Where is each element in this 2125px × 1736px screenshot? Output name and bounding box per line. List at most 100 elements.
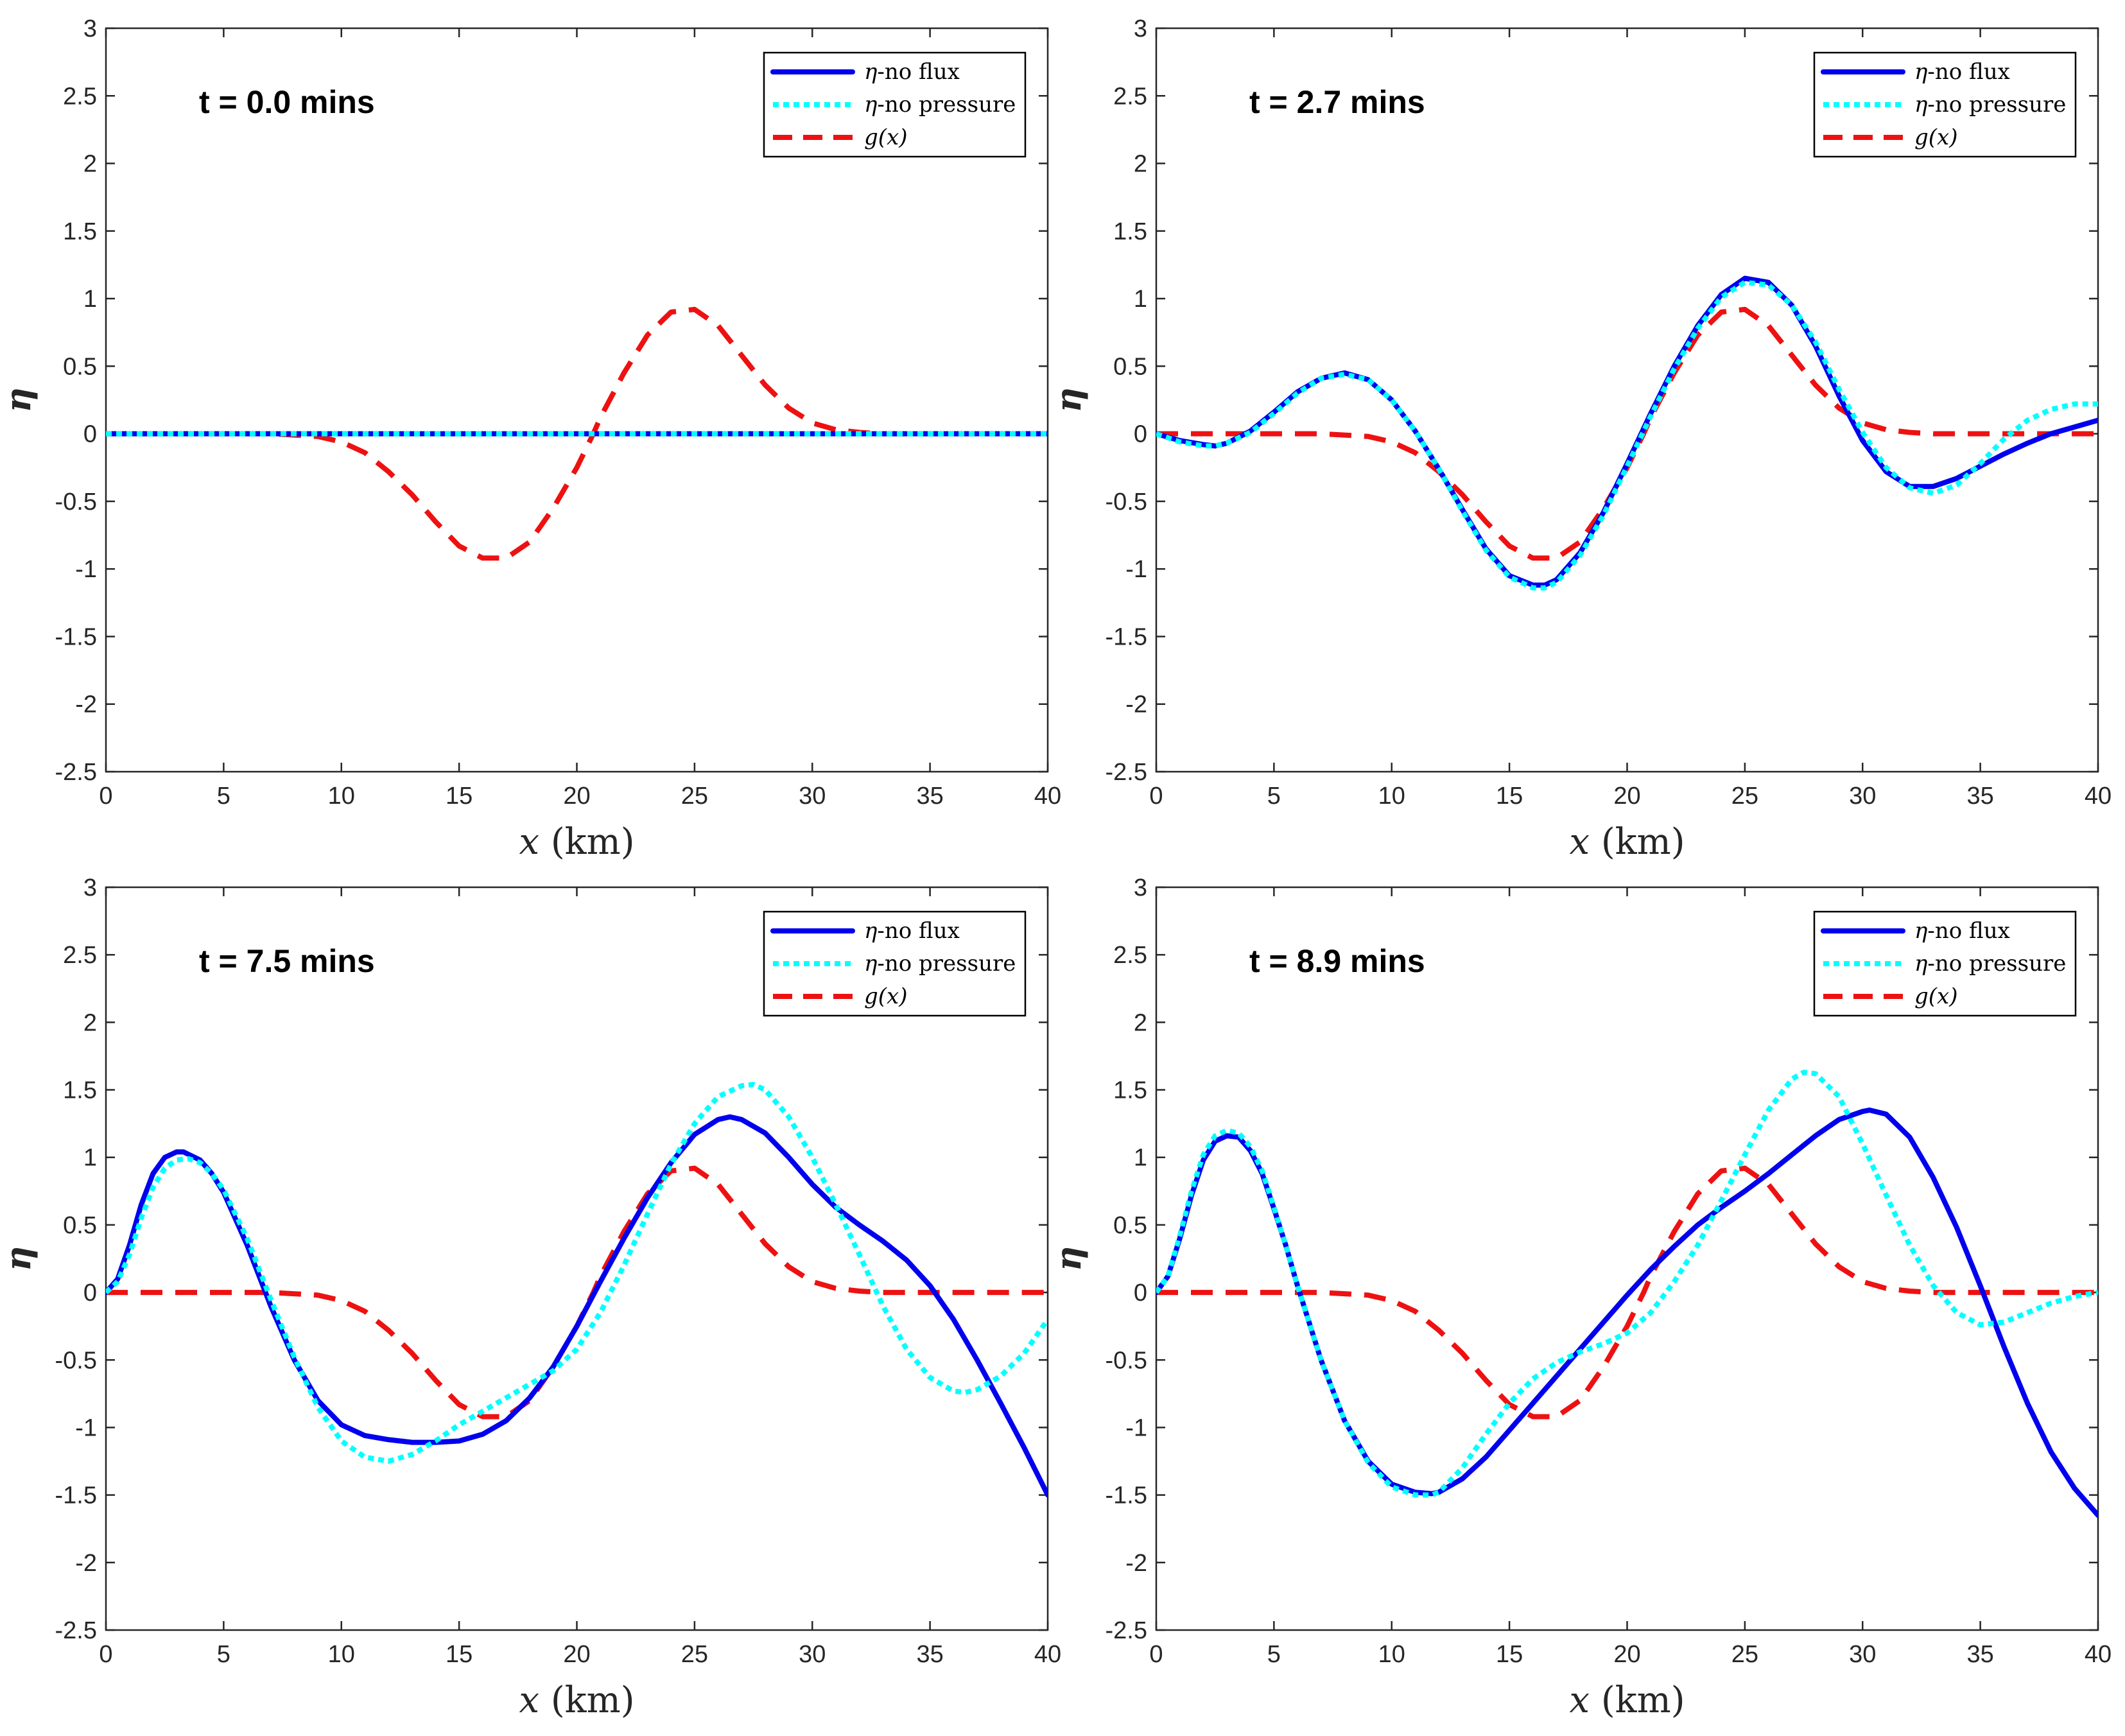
x-tick-label: 5 [217,1641,230,1668]
y-tick-label: 1.5 [63,1077,97,1104]
legend: η-no flux η-no pressure g(x) [1813,910,2077,1017]
x-tick-label: 35 [916,1641,943,1668]
y-tick-label: 0 [1134,421,1147,448]
y-tick-label: -2 [75,691,97,718]
x-tick-label: 5 [217,783,230,810]
x-tick-label: 20 [1613,783,1640,810]
y-tick-label: -2 [1125,691,1147,718]
series-line-no-flux [1156,1107,2098,1518]
x-tick-label: 20 [1613,1641,1640,1668]
x-tick-label: 35 [1966,783,1993,810]
y-tick-label: 1 [83,286,97,313]
x-tick-label: 40 [2085,783,2112,810]
y-tick-label: -1 [75,556,97,583]
x-tick-label: 40 [2085,1641,2112,1668]
x-tick-label: 25 [681,1641,708,1668]
y-tick-label: 0.5 [63,353,97,380]
chart-panel-4: 0 5 10 15 20 25 30 35 40 -2.5 -2 -1.5 -1 -0.5 0 0.5 1 1.5… [1048,874,2112,1721]
y-tick-label: 2 [1134,1009,1147,1036]
y-tick-label: 0 [83,1280,97,1306]
series-line-no-flux [1156,275,2098,588]
legend: η-no flux η-no pressure g(x) [763,910,1027,1017]
series-line-no-pressure [1156,279,2098,591]
x-tick-label: 15 [446,783,473,810]
legend-label: g(x) [1914,984,1957,1009]
x-tick-label: 0 [1149,1641,1163,1668]
y-tick-label: 2 [1134,151,1147,178]
series-layer [106,306,1048,561]
y-tick-label: -1.5 [1106,1482,1147,1509]
x-tick-label: 30 [1849,1641,1876,1668]
x-tick-label: 0 [99,1641,112,1668]
x-tick-label: 20 [563,1641,590,1668]
time-annotation: t = 0.0 mins [199,84,375,120]
chart-panel-1: 0 5 10 15 20 25 30 35 40 -2.5 -2 -1.5 -1 -0.5 0 0.5 1 1.5… [0,15,1061,863]
legend: η-no flux η-no pressure g(x) [763,51,1027,158]
y-tick-label: 2.5 [63,942,97,969]
y-tick-label: -0.5 [55,489,97,516]
y-tick-label: -2.5 [1106,1617,1147,1644]
time-annotation: t = 7.5 mins [199,943,375,979]
y-tick-label: 2.5 [1113,83,1147,110]
legend-label: η-no flux [1914,59,2010,85]
x-tick-label: 15 [446,1641,473,1668]
x-tick-label: 30 [799,783,826,810]
x-tick-label: 30 [1849,783,1876,810]
y-tick-label: -1.5 [55,623,97,650]
x-tick-label: 25 [681,783,708,810]
series-layer [1156,1070,2098,1518]
y-tick-label: 3 [83,874,97,901]
series-layer [106,1082,1048,1498]
legend-label: η-no pressure [1914,92,2066,117]
y-tick-label: 0.5 [1113,1212,1147,1239]
legend: η-no flux η-no pressure g(x) [1813,51,2077,158]
y-axis-label: η [0,387,39,412]
y-tick-label: 1.5 [1113,1077,1147,1104]
y-tick-label: -1 [1125,556,1147,583]
y-tick-label: 1.5 [63,218,97,245]
series-layer [1156,275,2098,591]
series-line-g-of-x [106,306,1048,561]
y-tick-label: 1 [83,1145,97,1172]
y-tick-label: -2 [1125,1550,1147,1577]
legend-label: η-no pressure [864,92,1016,117]
chart-panel-2: 0 5 10 15 20 25 30 35 40 -2.5 -2 -1.5 -1 -0.5 0 0.5 1 1.5… [1048,15,2112,863]
y-tick-label: -1.5 [55,1482,97,1509]
x-tick-label: 30 [799,1641,826,1668]
y-tick-label: -2.5 [1106,759,1147,786]
y-tick-label: 1 [1134,286,1147,313]
x-tick-label: 25 [1731,1641,1758,1668]
y-axis-label: η [0,1246,39,1271]
x-tick-label: 5 [1267,1641,1281,1668]
x-tick-label: 10 [328,783,355,810]
y-tick-label: 1 [1134,1145,1147,1172]
y-tick-label: 3 [83,15,97,42]
x-tick-label: 15 [1496,1641,1523,1668]
legend-label: η-no pressure [1914,951,2066,976]
x-tick-label: 25 [1731,783,1758,810]
legend-label: g(x) [1914,125,1957,150]
y-tick-label: -2.5 [55,1617,97,1644]
x-tick-label: 20 [563,783,590,810]
x-tick-label: 15 [1496,783,1523,810]
x-tick-label: 35 [1966,1641,1993,1668]
y-tick-label: 1.5 [1113,218,1147,245]
x-axis-label: x (km) [519,821,634,863]
y-tick-label: 0.5 [1113,353,1147,380]
y-tick-label: 0 [83,421,97,448]
y-axis-label: η [1048,387,1089,412]
y-tick-label: -1.5 [1106,623,1147,650]
y-tick-label: 2.5 [1113,942,1147,969]
legend-label: η-no flux [864,59,960,85]
y-tick-label: -0.5 [1106,489,1147,516]
x-tick-label: 10 [1378,783,1405,810]
y-tick-label: -1 [1125,1414,1147,1441]
y-tick-label: -2.5 [55,759,97,786]
series-line-no-flux [106,1114,1048,1498]
time-annotation: t = 8.9 mins [1249,943,1425,979]
y-tick-label: 3 [1134,874,1147,901]
x-axis-label: x (km) [1569,821,1685,863]
y-tick-label: -0.5 [1106,1347,1147,1374]
x-axis-label: x (km) [519,1680,634,1721]
